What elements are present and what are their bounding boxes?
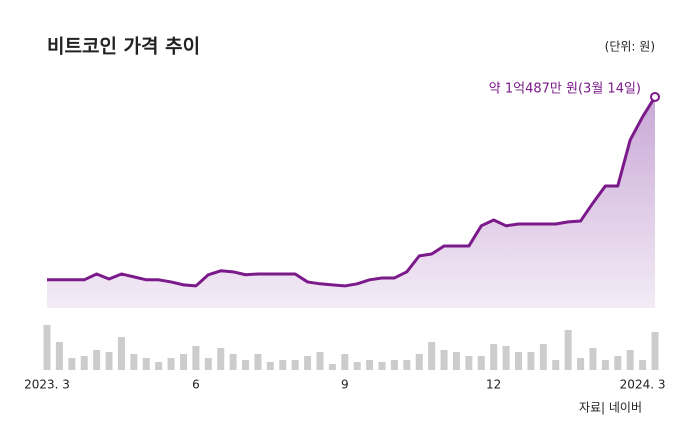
- volume-bar: [651, 332, 659, 370]
- volume-bar: [465, 356, 473, 370]
- volume-bar: [626, 350, 634, 370]
- area: [47, 96, 655, 309]
- volume-bar: [254, 354, 262, 370]
- volume-bar: [527, 352, 535, 370]
- volume-bar: [179, 354, 187, 370]
- volume-bar: [366, 360, 374, 370]
- volume-bar: [266, 362, 274, 370]
- volume-bar: [564, 330, 572, 370]
- volume-bar: [105, 352, 113, 370]
- volume-bar: [502, 346, 510, 370]
- volume-bar: [155, 362, 163, 370]
- volume-bar: [353, 362, 361, 370]
- volume-bar: [328, 364, 336, 370]
- volume-bar: [577, 358, 585, 370]
- volume-bar: [242, 360, 250, 370]
- volume-bar: [316, 352, 324, 370]
- volume-bar: [639, 360, 647, 370]
- x-tick-label: 6: [192, 378, 200, 392]
- volume-bar: [341, 354, 349, 370]
- volume-bar: [403, 360, 411, 370]
- volume-bar: [117, 337, 125, 370]
- volume-bar: [415, 354, 423, 370]
- volume-bar: [552, 360, 560, 370]
- source: 자료| 네이버: [579, 401, 642, 415]
- volume-bar: [55, 342, 63, 370]
- x-tick-label: 12: [486, 378, 501, 392]
- volume-bar: [291, 360, 299, 370]
- volume-bar: [229, 354, 237, 370]
- volume-bar: [589, 348, 597, 370]
- volume-bar: [192, 346, 200, 370]
- volume-bar: [130, 354, 138, 370]
- x-tick-label: 9: [341, 378, 349, 392]
- volume-bar: [477, 356, 485, 370]
- volume-bar: [80, 356, 88, 370]
- volume-bar: [601, 360, 609, 370]
- volume-bar: [142, 358, 150, 370]
- volume-bar: [390, 360, 398, 370]
- volume-bar: [204, 358, 212, 370]
- volume-bar: [43, 325, 51, 370]
- volume-bar: [452, 352, 460, 370]
- volume-bar: [279, 360, 287, 370]
- x-tick-label: 2024. 3: [620, 378, 666, 392]
- volume-bar: [490, 344, 498, 370]
- volume-bar: [428, 342, 436, 370]
- volume-bar: [68, 358, 76, 370]
- volume-bar: [167, 358, 175, 370]
- unit-label: (단위: 원): [605, 40, 655, 54]
- volume-bar: [217, 348, 225, 370]
- line: [47, 96, 657, 288]
- volume-bar: [93, 350, 101, 370]
- volume-bar: [378, 362, 386, 370]
- volume-bar: [515, 352, 523, 370]
- volume-bar: [440, 350, 448, 370]
- volume-bar: [304, 356, 312, 370]
- x-tick-label: 2023. 3: [24, 378, 70, 392]
- end-point: [650, 91, 660, 102]
- annotation: 약 1억487만 원(3월 14일): [489, 81, 641, 96]
- chart-title: 비트코인 가격 추이: [47, 36, 200, 58]
- volume-bar: [539, 344, 547, 370]
- volume-bar: [614, 356, 622, 370]
